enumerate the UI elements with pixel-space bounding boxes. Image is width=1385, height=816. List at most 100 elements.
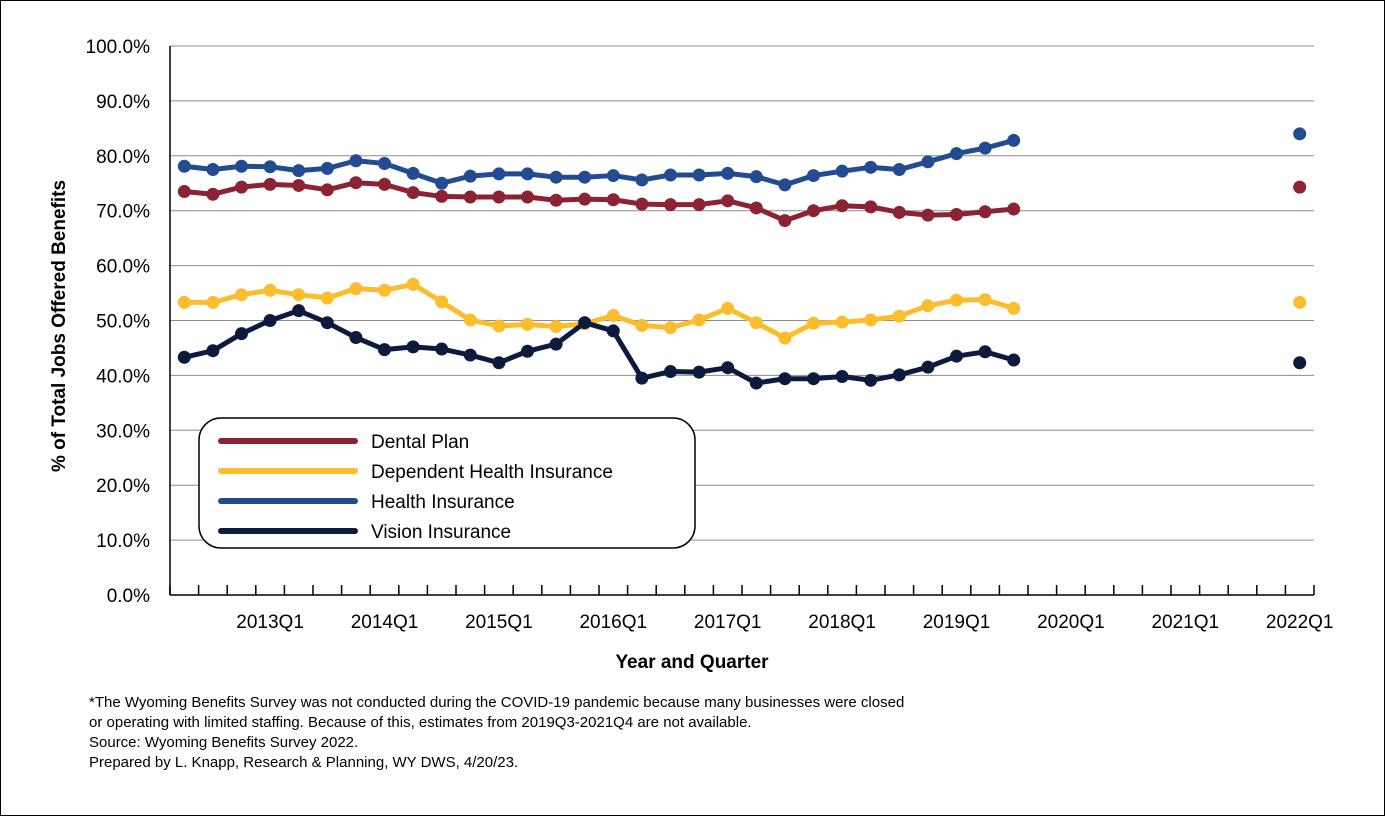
data-point [778,372,792,386]
legend-label: Dependent Health Insurance [371,462,613,483]
data-point [606,309,620,323]
data-point [521,317,534,331]
source-note: Source: Wyoming Benefits Survey 2022. [89,734,359,751]
data-point [263,160,277,174]
data-point [206,187,220,201]
data-point [778,178,792,192]
data-point [1293,356,1307,370]
data-point [349,176,363,190]
data-point [978,293,992,307]
y-tick-label: 100.0% [86,37,151,58]
data-point [1007,133,1021,147]
data-point [292,288,306,302]
data-point [1007,301,1021,315]
data-point [606,193,620,207]
data-point [864,160,878,174]
data-point [950,293,963,307]
data-point [463,313,477,327]
line-chart: 0.0% 10.0% 20.0% 30.0% 40.0% 50.0% 60.0% 70.0% 8… [49,37,1334,673]
data-point [950,208,963,222]
data-point [978,141,992,155]
data-point [1293,180,1307,194]
data-point [349,331,363,345]
data-point [864,313,878,327]
y-tick-label: 50.0% [96,312,150,333]
data-point [177,159,191,173]
data-point [320,291,334,305]
data-point [549,337,563,351]
x-axis-title: Year and Quarter [615,652,769,673]
data-point [807,169,820,183]
axes [169,46,1315,596]
data-point [206,344,220,358]
data-point [320,316,334,330]
x-tick-label: 2019Q1 [923,612,991,633]
data-point [692,313,706,327]
data-point [749,170,763,184]
data-point [292,164,306,178]
data-point [263,314,277,327]
data-point [892,368,906,382]
series-line [184,180,1014,224]
data-point [892,309,906,323]
data-point [664,365,677,379]
data-point [950,147,963,161]
data-point [835,164,849,178]
data-point [378,283,391,297]
data-point [492,319,506,333]
data-point [206,295,220,309]
x-tick-label: 2017Q1 [694,612,762,633]
data-point [177,184,191,198]
data-point [807,204,820,218]
x-tick-labels: 2013Q1 2014Q1 2015Q1 2016Q1 2017Q1 2018Q1 2019… [236,612,1333,633]
data-point [263,177,277,191]
data-point [807,372,820,386]
x-tick-label: 2018Q1 [808,612,876,633]
data-point [206,163,220,177]
y-tick-label: 40.0% [96,366,150,387]
data-point [635,173,649,187]
y-tick-label: 10.0% [96,531,150,552]
data-point [235,159,248,173]
data-point [692,365,706,379]
data-point [578,170,592,184]
data-point [664,168,677,182]
data-point [635,318,649,332]
data-point [721,301,735,315]
legend-label: Vision Insurance [371,522,511,543]
data-point [749,316,763,330]
data-point [835,315,849,329]
x-tick-label: 2014Q1 [351,612,419,633]
data-point [978,205,992,219]
data-point [1293,127,1307,141]
y-tick-label: 0.0% [107,586,150,607]
data-point [578,192,592,206]
data-point [835,369,849,383]
footnote-line-2: or operating with limited staffing. Beca… [89,714,752,731]
x-tick-label: 2021Q1 [1151,612,1219,633]
data-point [378,343,391,357]
data-point [1007,202,1021,216]
data-point [320,183,334,197]
data-point [406,186,420,200]
data-point [463,190,477,204]
series-group [177,277,1307,345]
legend-label: Health Insurance [371,492,515,513]
series-line [184,281,1015,341]
data-point [292,178,306,192]
y-tick-label: 70.0% [96,202,150,223]
data-point [921,299,935,313]
data-point [235,288,248,302]
series-line [184,138,1015,188]
data-point [406,277,420,291]
data-point [692,198,706,212]
data-point [492,190,506,204]
data-point [664,321,677,335]
data-point [892,205,906,219]
series-lines [177,127,1307,390]
data-point [263,283,277,297]
data-point [921,155,935,169]
data-point [463,169,477,183]
y-tick-labels: 0.0% 10.0% 20.0% 30.0% 40.0% 50.0% 60.0% 70.0% 8… [86,37,151,607]
